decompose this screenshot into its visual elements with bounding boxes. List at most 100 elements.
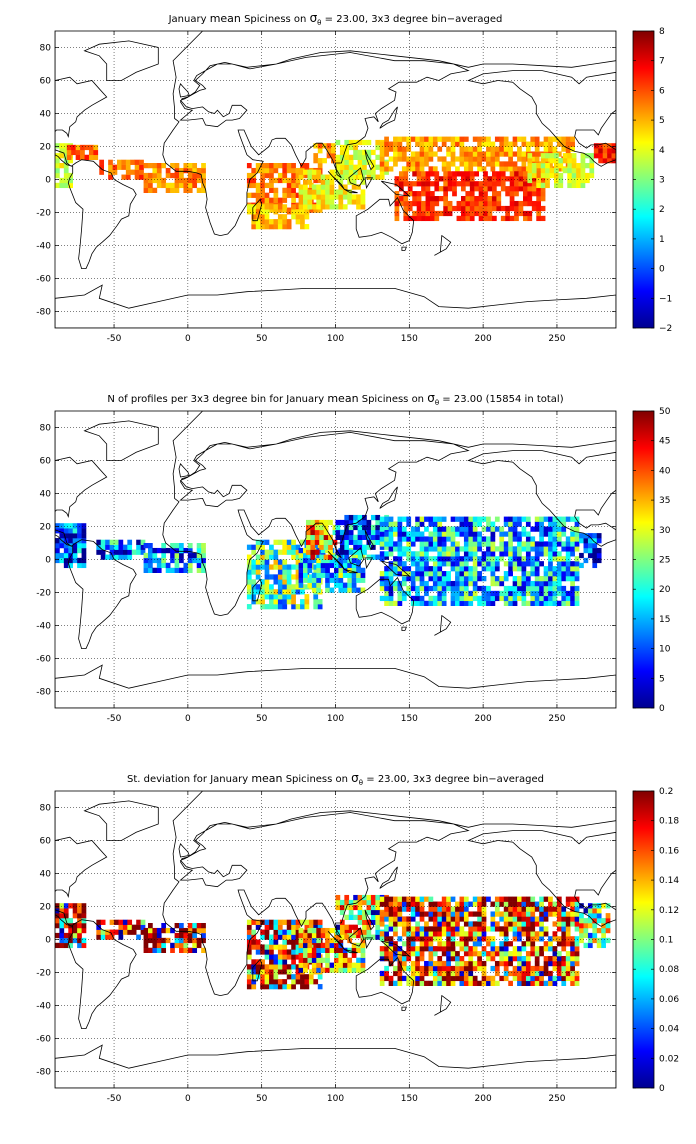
data-cell (416, 215, 422, 222)
data-cell (596, 538, 602, 544)
data-cell (574, 585, 580, 592)
data-cell (393, 161, 398, 167)
data-cell (428, 146, 434, 152)
data-cell (596, 903, 602, 909)
data-cell (68, 177, 74, 184)
data-cell (450, 965, 456, 972)
data-cell (428, 916, 434, 922)
data-cell (522, 200, 528, 207)
data-cell (463, 571, 469, 577)
data-cell (486, 585, 491, 592)
data-cell (424, 946, 429, 952)
data-cell (450, 526, 456, 532)
data-cell (441, 921, 447, 927)
data-cell (543, 980, 549, 986)
data-cell (459, 156, 465, 162)
data-cell (246, 209, 252, 215)
data-cell (525, 600, 531, 606)
colorbar-tick-label: 30 (659, 526, 671, 536)
data-cell (251, 589, 257, 595)
coastline (252, 578, 263, 602)
data-cell (549, 167, 555, 174)
data-cell (491, 186, 497, 192)
data-cell (316, 932, 322, 939)
data-cell (517, 541, 522, 547)
data-cell (556, 916, 562, 922)
data-cell (468, 571, 474, 577)
data-cell (517, 980, 522, 986)
data-cell (277, 594, 283, 600)
data-cell (512, 585, 518, 592)
data-cell (425, 176, 431, 182)
data-cell (88, 144, 94, 151)
data-cell (366, 899, 372, 906)
data-cell (286, 939, 292, 945)
data-cell (325, 572, 330, 578)
data-cell (508, 521, 513, 527)
data-cell (530, 595, 536, 602)
data-cell (356, 572, 361, 578)
data-cell (486, 521, 491, 527)
data-cell (121, 164, 127, 170)
data-cell (246, 934, 252, 940)
colorbar-tick-label: −1 (659, 294, 672, 304)
data-cell (342, 572, 348, 578)
data-cell (384, 166, 389, 172)
data-cell (530, 911, 536, 917)
data-cell (415, 911, 420, 917)
coastline (355, 196, 415, 245)
data-cell (298, 552, 304, 559)
data-cell (397, 521, 403, 527)
data-cell (295, 929, 301, 935)
data-cell (508, 516, 513, 522)
data-cell (356, 587, 361, 593)
data-cell (552, 146, 558, 152)
data-cell (325, 199, 330, 205)
data-cell (319, 539, 324, 545)
data-cell (384, 585, 389, 592)
data-cell (481, 141, 487, 147)
data-cell (570, 600, 575, 606)
data-cell (304, 172, 310, 179)
colorbar-tick-label: 0 (659, 265, 665, 275)
data-cell (313, 594, 319, 600)
data-cell (255, 939, 261, 945)
data-cell (59, 148, 65, 154)
data-cell (264, 569, 270, 575)
data-cell (334, 942, 339, 949)
data-cell (459, 576, 465, 582)
data-cell (565, 595, 571, 602)
coastline (364, 557, 374, 569)
data-cell (419, 965, 425, 972)
data-cell (530, 546, 536, 552)
data-cell (264, 172, 270, 179)
coastline (364, 177, 374, 189)
data-cell (316, 199, 322, 205)
data-cell (264, 944, 270, 950)
data-cell (170, 172, 175, 179)
data-cell (548, 580, 553, 587)
data-cell (307, 927, 313, 934)
data-cell (503, 970, 509, 977)
data-cell (347, 577, 353, 583)
data-cell (531, 176, 537, 182)
data-cell (428, 151, 434, 157)
data-cell (174, 182, 180, 189)
data-cell (521, 136, 527, 142)
data-cell (307, 582, 313, 588)
data-cell (452, 171, 457, 177)
data-cell (174, 552, 180, 559)
data-cell (525, 571, 531, 577)
data-cell (93, 154, 99, 160)
data-cell (428, 980, 434, 986)
data-cell (286, 209, 292, 215)
data-cell (304, 984, 310, 990)
data-cell (342, 194, 348, 200)
data-cell (521, 956, 527, 962)
data-cell (410, 551, 416, 557)
data-cell (469, 191, 475, 197)
data-cell (558, 158, 564, 164)
data-cell (472, 911, 478, 917)
data-cell (539, 975, 544, 982)
data-cell (329, 194, 335, 200)
